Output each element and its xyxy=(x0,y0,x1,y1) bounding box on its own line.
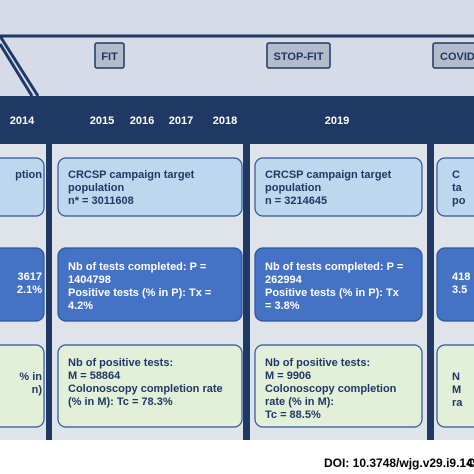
phase-label: COVID xyxy=(440,51,474,63)
positives-text: M xyxy=(452,384,461,396)
target-text: C xyxy=(452,169,460,181)
target-text: population xyxy=(68,182,124,194)
top-band xyxy=(0,0,474,96)
tests-box xyxy=(254,247,423,322)
phase-label: FIT xyxy=(101,51,118,63)
tests-text: Positive tests (% in P): Tx = xyxy=(68,287,211,299)
tests-text: 1404798 xyxy=(68,274,111,286)
year-label: 2019 xyxy=(325,115,349,127)
tests-text: Nb of tests completed: P = xyxy=(265,261,403,273)
target-box xyxy=(254,157,423,217)
target-text: population xyxy=(265,182,321,194)
positives-text: M = 58864 xyxy=(68,370,121,382)
phase-box xyxy=(266,42,331,69)
positives-box xyxy=(254,344,423,428)
target-text: n = 3214645 xyxy=(265,195,327,207)
target-box xyxy=(57,157,243,217)
positives-text: Nb of positive tests: xyxy=(265,357,370,369)
tests-text: 3.5 xyxy=(452,284,467,296)
target-text: CRCSP campaign target xyxy=(265,169,392,181)
tests-text: 262994 xyxy=(265,274,303,286)
positives-box xyxy=(436,344,474,428)
year-label: 2016 xyxy=(130,115,154,127)
positives-box xyxy=(57,344,243,428)
target-text: n* = 3011608 xyxy=(68,195,134,207)
tests-text: = 3.8% xyxy=(265,300,300,312)
chevron xyxy=(0,35,40,97)
tests-text: Positive tests (% in P): Tx xyxy=(265,287,400,299)
positives-text: % in xyxy=(19,371,42,383)
tests-box xyxy=(57,247,243,322)
footer-bg xyxy=(0,440,474,474)
target-text: ption xyxy=(15,169,42,181)
year-band xyxy=(0,96,474,144)
separator xyxy=(46,144,52,440)
positives-text: Nb of positive tests: xyxy=(68,357,173,369)
tests-box xyxy=(436,247,474,322)
year-label: 2018 xyxy=(213,115,237,127)
target-text: po xyxy=(452,195,466,207)
year-label: 2017 xyxy=(169,115,193,127)
tests-text: Nb of tests completed: P = xyxy=(68,261,206,273)
phase-box xyxy=(94,42,125,69)
positives-text: Colonoscopy completion xyxy=(265,383,397,395)
target-box xyxy=(0,157,45,217)
positives-box xyxy=(0,344,45,428)
target-text: CRCSP campaign target xyxy=(68,169,195,181)
tests-text: 2.1% xyxy=(17,284,42,296)
tests-box xyxy=(0,247,45,322)
positives-text: ra xyxy=(452,397,463,409)
positives-text: n) xyxy=(32,384,43,396)
tests-text: 418 xyxy=(452,271,470,283)
phase-box xyxy=(432,42,474,69)
separator xyxy=(243,144,250,440)
doi-cut: C xyxy=(467,456,474,470)
phase-label: STOP-FIT xyxy=(274,51,324,63)
positives-text: rate (% in M): xyxy=(265,396,334,408)
year-label: 2015 xyxy=(90,115,114,127)
target-text: ta xyxy=(452,182,463,194)
positives-text: N xyxy=(452,371,460,383)
positives-text: M = 9906 xyxy=(265,370,311,382)
separator xyxy=(427,144,434,440)
year-label: 2014 xyxy=(10,115,35,127)
tests-text: 3617 xyxy=(18,271,42,283)
tests-text: 4.2% xyxy=(68,300,93,312)
positives-text: (% in M): Tc = 78.3% xyxy=(68,396,173,408)
doi: DOI: 10.3748/wjg.v29.i9.1492 xyxy=(324,456,474,470)
target-box xyxy=(436,157,474,217)
positives-text: Tc = 88.5% xyxy=(265,409,321,421)
positives-text: Colonoscopy completion rate xyxy=(68,383,223,395)
